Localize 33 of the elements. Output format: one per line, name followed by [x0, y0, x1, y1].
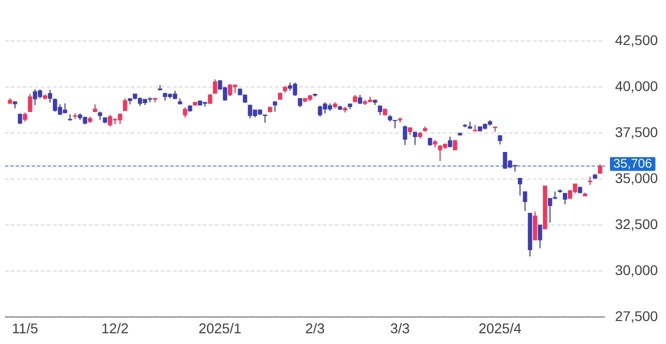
x-tick-label: 2025/1 [199, 323, 241, 334]
candlestick [208, 93, 212, 104]
ref-line-label: 35,706 [614, 158, 652, 170]
candlestick [272, 101, 278, 112]
candlestick [598, 164, 602, 174]
x-tick-label: 12/2 [102, 323, 128, 334]
y-tick-label: 32,500 [616, 219, 658, 231]
y-tick-label: 35,000 [616, 173, 658, 185]
candlestick [562, 192, 568, 205]
y-tick-label: 30,000 [616, 265, 658, 277]
candlestick [522, 191, 528, 212]
y-tick-label: 37,500 [616, 127, 658, 139]
candlestick [22, 112, 28, 122]
candlestick [532, 211, 538, 240]
candlestick [448, 136, 452, 148]
candlestick [402, 125, 408, 146]
candlestick [518, 178, 522, 196]
y-tick-label: 27,500 [616, 311, 658, 323]
candlestick [182, 106, 188, 118]
candlestick [28, 93, 32, 112]
x-tick-label: 2025/4 [479, 323, 521, 334]
candlestick [48, 89, 52, 104]
y-tick-label: 40,000 [615, 81, 658, 93]
candlestick [122, 98, 128, 112]
candlestick [378, 105, 382, 116]
x-tick-label: 2/3 [306, 323, 324, 334]
candlestick [18, 112, 22, 125]
x-tick-label: 11/5 [12, 323, 38, 334]
y-tick-label: 42,500 [615, 35, 658, 47]
candlestick [538, 224, 542, 249]
x-tick-label: 3/3 [390, 323, 410, 334]
candlestick [212, 78, 218, 94]
candlestick [412, 131, 418, 146]
